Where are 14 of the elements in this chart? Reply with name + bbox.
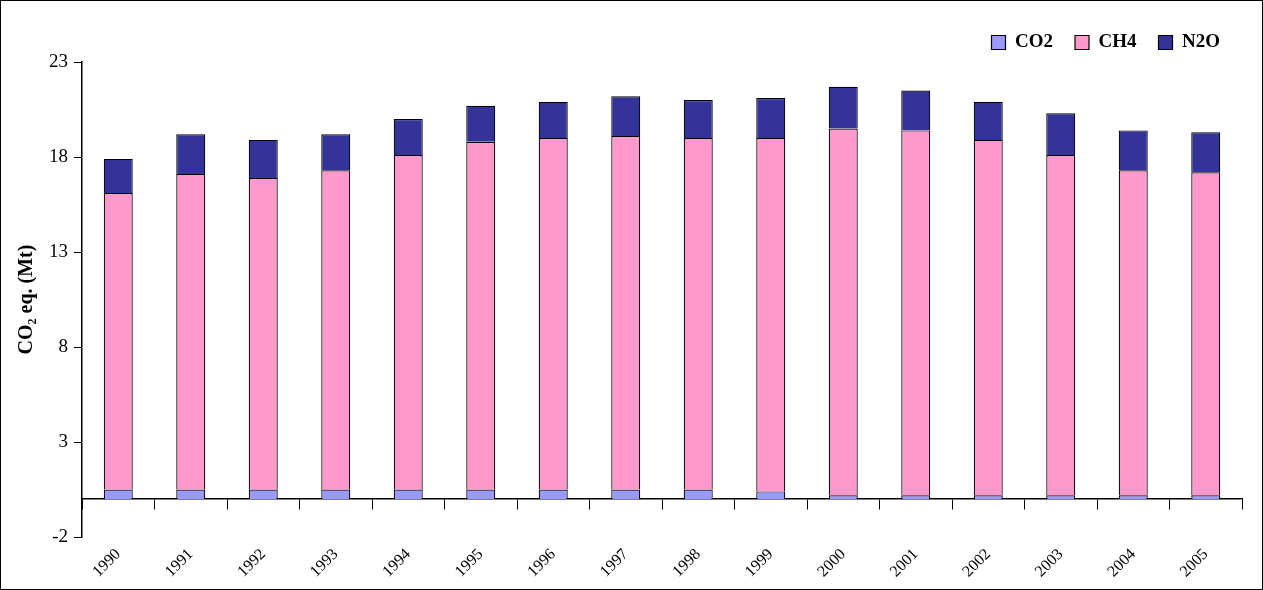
- x-tick-label: 2001: [886, 544, 921, 580]
- x-tick-label: 1991: [161, 544, 196, 580]
- y-tick-label: 3: [58, 429, 68, 451]
- y-tick-label: 23: [49, 49, 68, 71]
- x-tick-label: 1993: [306, 544, 341, 580]
- y-tick-label: -2: [52, 524, 68, 546]
- legend-label: CH4: [1098, 30, 1137, 52]
- x-tick-label: 1999: [741, 544, 776, 580]
- y-tick-label: 8: [58, 334, 68, 356]
- legend-label: CO2: [1015, 30, 1053, 52]
- legend-label: N2O: [1182, 30, 1220, 52]
- y-tick-label: 18: [49, 144, 68, 166]
- y-axis-title: CO₂ eq. (Mt): [14, 244, 38, 355]
- y-tick-label: 13: [49, 239, 68, 261]
